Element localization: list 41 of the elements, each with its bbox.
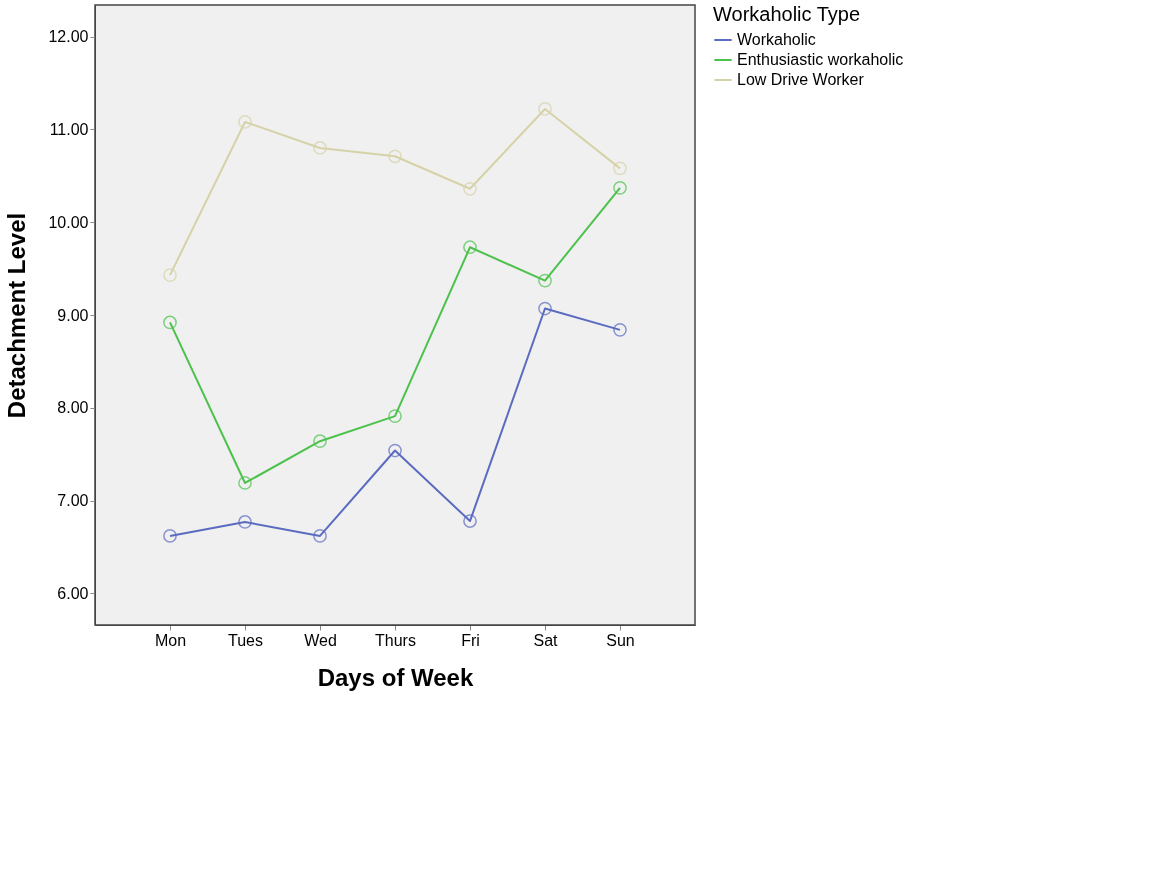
point — [463, 514, 477, 528]
y-tick-label: 6.00 — [57, 584, 89, 602]
y-tick-label: 8.00 — [57, 399, 89, 417]
point — [613, 322, 627, 337]
y-axis-title: Detachment Level — [3, 212, 31, 419]
point — [388, 443, 402, 458]
point — [238, 115, 252, 129]
point — [313, 434, 327, 449]
point — [313, 141, 327, 155]
legend-label: Enthusiastic workaholic — [737, 51, 904, 68]
point — [388, 149, 402, 164]
point — [538, 273, 552, 288]
x-tick-label: Sun — [606, 631, 635, 649]
point — [613, 161, 627, 176]
point — [238, 476, 252, 490]
point — [163, 529, 177, 543]
point — [163, 315, 177, 330]
point — [313, 529, 327, 543]
point — [613, 180, 627, 195]
point — [238, 515, 252, 529]
y-tick-label: 9.00 — [57, 306, 89, 324]
legend-label: Low Drive Worker — [737, 71, 865, 88]
y-tick-label: 10.00 — [48, 213, 89, 231]
y-tick-label: 11.00 — [49, 120, 89, 138]
x-tick-label: Tues — [228, 631, 263, 649]
point — [463, 240, 477, 255]
point — [163, 268, 177, 282]
y-tick-label: 12.00 — [48, 28, 89, 46]
x-tick-label: Wed — [304, 631, 337, 649]
point — [388, 409, 402, 424]
legend-label: Workaholic — [737, 31, 816, 48]
x-axis-title: Days of Week — [317, 663, 474, 691]
point — [463, 181, 477, 196]
x-tick-label: Thurs — [375, 631, 416, 649]
x-tick-label: Fri — [461, 631, 480, 649]
x-tick-label: Mon — [154, 631, 187, 649]
x-tick-label: Sat — [533, 631, 559, 649]
point — [538, 301, 552, 316]
legend-title: Workaholic Type — [713, 3, 861, 25]
y-tick-label: 7.00 — [57, 492, 89, 510]
point — [538, 102, 552, 116]
